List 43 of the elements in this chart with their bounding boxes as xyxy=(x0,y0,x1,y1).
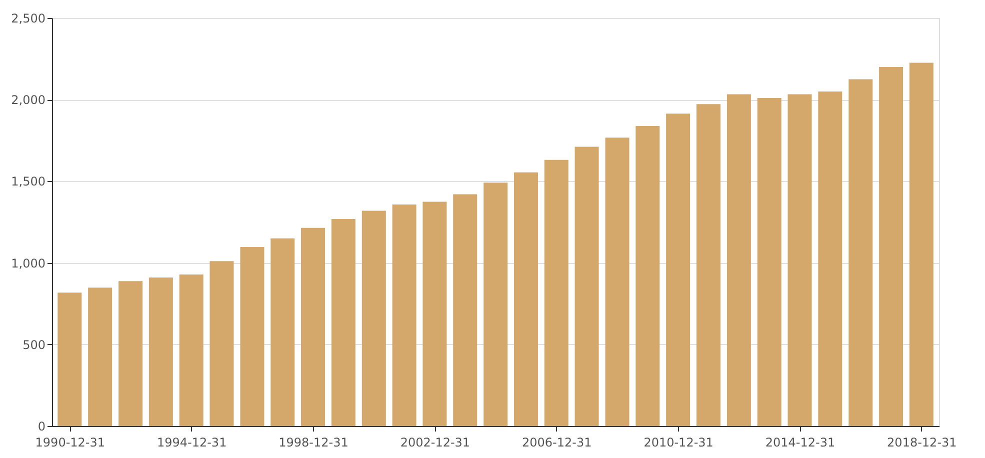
x-tick-label: 2018-12-31 xyxy=(887,436,957,450)
y-tick-label: 500 xyxy=(22,338,46,352)
bar xyxy=(148,277,173,426)
bar xyxy=(179,274,204,426)
x-tick-label: 2010-12-31 xyxy=(644,436,714,450)
bar xyxy=(788,94,812,426)
bar xyxy=(757,98,782,426)
bar xyxy=(118,281,143,426)
bar xyxy=(574,146,599,426)
bar xyxy=(544,160,568,426)
bar xyxy=(331,219,356,426)
bar xyxy=(362,210,386,426)
bar xyxy=(210,261,234,426)
bar xyxy=(240,246,264,426)
y-tick-label: 0 xyxy=(38,420,46,434)
bar xyxy=(605,138,630,426)
x-tick-label: 2014-12-31 xyxy=(765,436,836,450)
x-tick-label: 2002-12-31 xyxy=(400,436,470,450)
bar xyxy=(392,204,416,426)
x-tick-label: 1994-12-31 xyxy=(156,436,227,450)
bar xyxy=(879,66,904,426)
bar xyxy=(270,238,295,426)
bar xyxy=(88,288,112,426)
x-tick-label: 2006-12-31 xyxy=(522,436,592,450)
bar xyxy=(484,182,508,426)
x-tick-label: 1990-12-31 xyxy=(35,436,106,450)
bar xyxy=(909,62,934,426)
bar xyxy=(422,202,447,426)
bar xyxy=(696,104,720,426)
y-tick-label: 2,500 xyxy=(11,12,46,26)
bar xyxy=(58,292,82,426)
bar xyxy=(636,126,660,426)
bar xyxy=(514,172,538,426)
bar xyxy=(666,114,690,426)
bar xyxy=(301,228,326,426)
x-tick-label: 1998-12-31 xyxy=(278,436,348,450)
bar xyxy=(848,79,873,426)
y-tick-label: 1,000 xyxy=(11,256,46,270)
y-tick-label: 1,500 xyxy=(11,174,46,189)
y-tick-label: 2,000 xyxy=(11,93,46,108)
bar xyxy=(453,194,478,426)
bar xyxy=(726,94,751,426)
bar xyxy=(818,91,842,426)
